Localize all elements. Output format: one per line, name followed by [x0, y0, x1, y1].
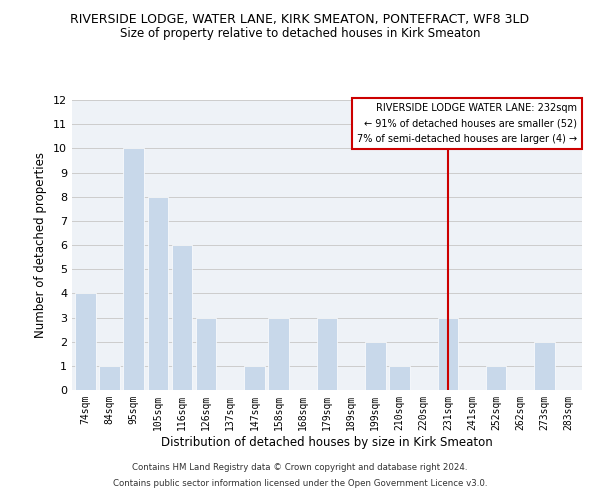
Bar	[172, 245, 192, 390]
Text: Contains HM Land Registry data © Crown copyright and database right 2024.: Contains HM Land Registry data © Crown c…	[132, 464, 468, 472]
Bar	[75, 294, 95, 390]
Bar	[148, 196, 168, 390]
Bar	[534, 342, 555, 390]
Bar	[268, 318, 289, 390]
Text: Size of property relative to detached houses in Kirk Smeaton: Size of property relative to detached ho…	[120, 28, 480, 40]
Y-axis label: Number of detached properties: Number of detached properties	[34, 152, 47, 338]
Bar	[99, 366, 120, 390]
Text: RIVERSIDE LODGE, WATER LANE, KIRK SMEATON, PONTEFRACT, WF8 3LD: RIVERSIDE LODGE, WATER LANE, KIRK SMEATO…	[70, 12, 530, 26]
Bar	[365, 342, 386, 390]
Bar	[244, 366, 265, 390]
Bar	[486, 366, 506, 390]
X-axis label: Distribution of detached houses by size in Kirk Smeaton: Distribution of detached houses by size …	[161, 436, 493, 448]
Bar	[437, 318, 458, 390]
Bar	[196, 318, 217, 390]
Text: RIVERSIDE LODGE WATER LANE: 232sqm
← 91% of detached houses are smaller (52)
7% : RIVERSIDE LODGE WATER LANE: 232sqm ← 91%…	[357, 103, 577, 144]
Text: Contains public sector information licensed under the Open Government Licence v3: Contains public sector information licen…	[113, 478, 487, 488]
Bar	[124, 148, 144, 390]
Bar	[317, 318, 337, 390]
Bar	[389, 366, 410, 390]
